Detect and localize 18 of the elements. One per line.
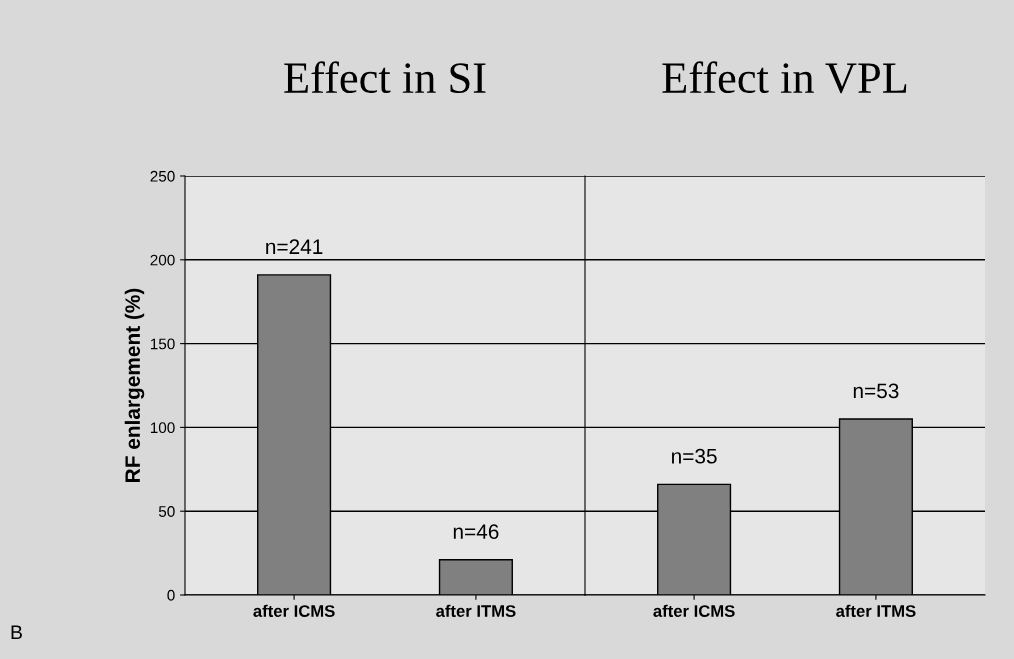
y-tick-label: 200 — [150, 254, 175, 266]
x-tick-label: after ICMS — [653, 604, 735, 617]
y-tick-label: 150 — [150, 338, 175, 350]
y-tick-label: 0 — [167, 589, 175, 601]
chart-title: Effect in VPL — [662, 61, 907, 94]
annotation: n=53 — [853, 383, 899, 399]
y-axis-title: RF enlargement (%) — [124, 288, 145, 482]
y-tick-label: 250 — [150, 170, 175, 182]
y-tick-label: 100 — [150, 422, 175, 434]
annotation: n=35 — [672, 448, 717, 464]
annotation: n=46 — [453, 524, 499, 540]
y-tick-label: 50 — [158, 506, 175, 517]
text: B — [11, 625, 22, 639]
x-tick-label: after ICMS — [253, 604, 335, 617]
x-tick-label: after ITMS — [836, 604, 916, 617]
x-tick-label: after ITMS — [436, 604, 516, 617]
chart-title: Effect in SI — [284, 61, 486, 94]
annotation: n=241 — [266, 239, 323, 254]
